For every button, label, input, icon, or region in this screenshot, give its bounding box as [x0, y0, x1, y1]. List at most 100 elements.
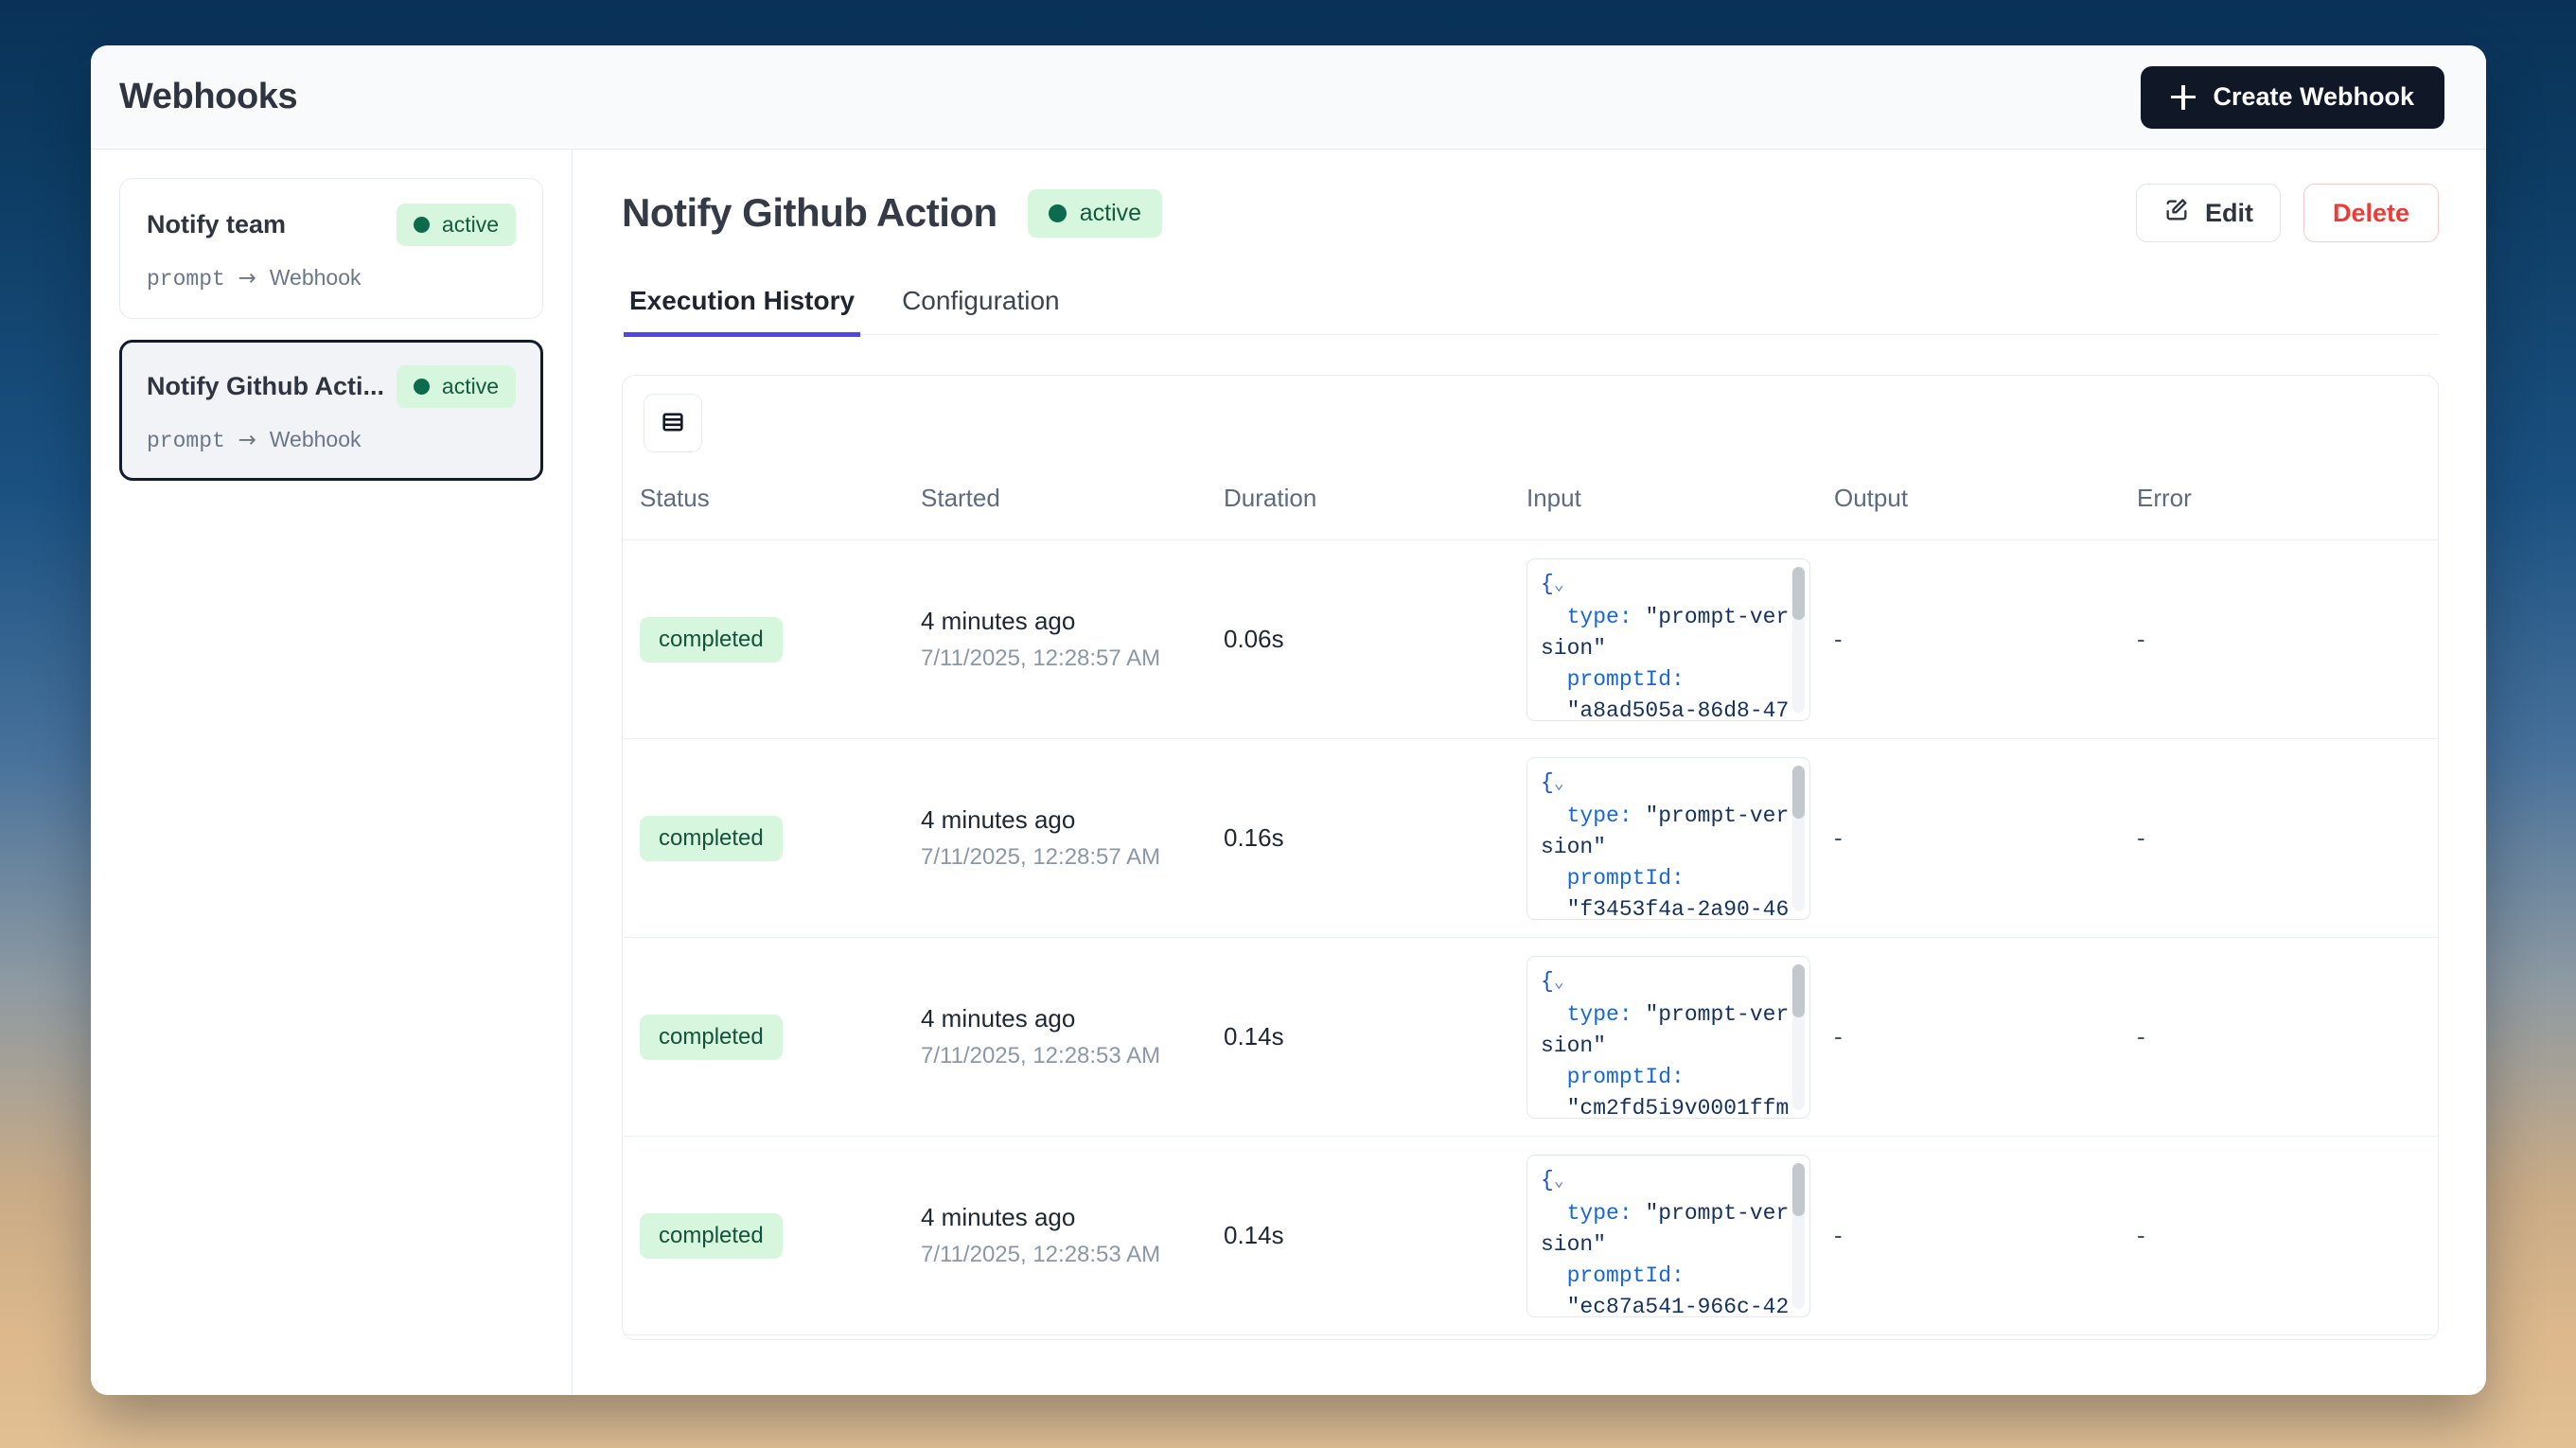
sidebar-item-label: Notify team [147, 210, 287, 238]
detail-title-row: Notify Github Action active [622, 188, 1163, 238]
json-value-promptid: "a8ad505a-86d8-47db-ade5 [1566, 698, 1790, 721]
status-badge: active [396, 365, 516, 408]
duration-value: 0.06s [1224, 625, 1284, 653]
json-key-promptid: promptId: [1566, 865, 1685, 891]
cell-duration: 0.14s [1224, 1136, 1526, 1335]
error-value: - [2137, 625, 2145, 653]
json-scrollbar-thumb[interactable] [1792, 566, 1805, 620]
json-scrollbar-thumb[interactable] [1792, 963, 1805, 1017]
json-scrollbar[interactable] [1792, 765, 1805, 911]
json-scrollbar[interactable] [1792, 1162, 1805, 1309]
tab-configuration[interactable]: Configuration [896, 286, 1066, 337]
top-bar: Webhooks Create Webhook [91, 45, 2486, 150]
chevron-down-icon[interactable]: ⌄ [1553, 1172, 1564, 1192]
chevron-down-icon[interactable]: ⌄ [1553, 575, 1564, 595]
sidebar-item-label: Notify Github Acti... [147, 372, 384, 400]
column-header-status[interactable]: Status [623, 470, 921, 540]
detail-actions: Edit Delete [2135, 184, 2439, 242]
create-webhook-button[interactable]: Create Webhook [2141, 65, 2444, 129]
edit-button[interactable]: Edit [2135, 184, 2281, 242]
cell-started: 4 minutes ago 7/11/2025, 12:28:53 AM [921, 1136, 1224, 1335]
json-key-promptid: promptId: [1566, 1064, 1685, 1089]
json-open-brace: { [1541, 968, 1554, 994]
table-view-toggle-button[interactable] [644, 394, 702, 452]
detail-panel: Notify Github Action active [573, 150, 2486, 1395]
flow-source: prompt [147, 429, 225, 453]
started-absolute: 7/11/2025, 12:28:53 AM [921, 1043, 1161, 1068]
cell-duration: 0.16s [1224, 738, 1526, 938]
cell-status: completed [623, 937, 921, 1137]
app-window: Webhooks Create Webhook Notify team acti… [91, 45, 2486, 1395]
cell-output: - [1834, 1136, 2137, 1335]
json-key-type: type: [1566, 803, 1632, 828]
cell-input: {⌄ type: "prompt-version" promptId: "f34… [1526, 738, 1834, 938]
error-value: - [2137, 1221, 2145, 1249]
column-header-error[interactable]: Error [2137, 470, 2438, 540]
json-scrollbar-thumb[interactable] [1792, 1162, 1805, 1216]
table-row[interactable]: completed 4 minutes ago 7/11/2025, 12:28… [623, 1136, 2438, 1335]
cell-started: 4 minutes ago 7/11/2025, 12:28:53 AM [921, 937, 1224, 1137]
table-row[interactable]: completed 4 minutes ago 7/11/2025, 12:28… [623, 738, 2438, 938]
json-content: {⌄ type: "prompt-version" promptId: "cm2… [1541, 966, 1796, 1119]
page-title: Webhooks [119, 77, 298, 116]
output-value: - [1834, 1221, 1843, 1249]
cell-started: 4 minutes ago 7/11/2025, 12:28:57 AM [921, 539, 1224, 739]
json-value-type: "prompt-version" [1541, 604, 1790, 661]
error-value: - [2137, 823, 2145, 852]
started-absolute: 7/11/2025, 12:28:57 AM [921, 844, 1161, 870]
sidebar-item-notify-github-action[interactable]: Notify Github Acti... active prompt → We… [119, 340, 543, 481]
json-value-promptid: "cm2fd5i9v0001ffmdiu7oiq6" [1566, 1095, 1790, 1119]
flow-source: prompt [147, 267, 225, 291]
cell-output: - [1834, 539, 2137, 739]
cell-error: - [2137, 937, 2438, 1137]
json-scrollbar[interactable] [1792, 963, 1805, 1110]
cell-error: - [2137, 1136, 2438, 1335]
plus-icon [2171, 84, 2197, 110]
json-value-type: "prompt-version" [1541, 1001, 1790, 1058]
status-badge-label: active [441, 374, 499, 398]
json-scrollbar[interactable] [1792, 566, 1805, 713]
cell-input: {⌄ type: "prompt-version" promptId: "cm2… [1526, 937, 1834, 1137]
table-row[interactable]: completed 4 minutes ago 7/11/2025, 12:28… [623, 539, 2438, 739]
json-content: {⌄ type: "prompt-version" promptId: "a8a… [1541, 569, 1796, 721]
column-header-output[interactable]: Output [1834, 470, 2137, 540]
sidebar-item-header: Notify Github Acti... active [147, 365, 516, 408]
status-badge: active [396, 203, 516, 246]
cell-error: - [2137, 738, 2438, 938]
detail-status-label: active [1079, 199, 1142, 226]
create-webhook-label: Create Webhook [2213, 82, 2414, 111]
status-badge-label: active [441, 212, 499, 237]
table-head: Status Started Duration Input Output Err… [623, 470, 2438, 540]
column-header-duration[interactable]: Duration [1224, 470, 1526, 540]
json-viewer[interactable]: {⌄ type: "prompt-version" promptId: "a8a… [1526, 557, 1810, 721]
column-header-input[interactable]: Input [1526, 470, 1834, 540]
cell-duration: 0.06s [1224, 539, 1526, 739]
delete-button[interactable]: Delete [2303, 184, 2439, 242]
output-value: - [1834, 823, 1843, 852]
tab-execution-history[interactable]: Execution History [624, 286, 861, 337]
output-value: - [1834, 625, 1843, 653]
json-viewer[interactable]: {⌄ type: "prompt-version" promptId: "cm2… [1526, 955, 1810, 1119]
json-key-type: type: [1566, 1200, 1632, 1226]
column-header-started[interactable]: Started [921, 470, 1224, 540]
body-split: Notify team active prompt → Webhook Noti… [91, 150, 2486, 1395]
json-key-promptid: promptId: [1566, 666, 1685, 692]
execution-history-table: Status Started Duration Input Output Err… [623, 470, 2438, 1335]
cell-output: - [1834, 738, 2137, 938]
status-dot-icon [413, 217, 430, 233]
chevron-down-icon[interactable]: ⌄ [1553, 774, 1564, 794]
status-dot-icon [413, 379, 430, 395]
status-badge: completed [640, 616, 783, 662]
table-toolbar [623, 376, 2438, 470]
started-relative: 4 minutes ago [921, 1004, 1076, 1033]
flow-destination: Webhook [269, 427, 362, 451]
execution-history-panel: Status Started Duration Input Output Err… [622, 375, 2439, 1340]
chevron-down-icon[interactable]: ⌄ [1553, 973, 1564, 993]
json-viewer[interactable]: {⌄ type: "prompt-version" promptId: "ec8… [1526, 1154, 1810, 1317]
table-body: completed 4 minutes ago 7/11/2025, 12:28… [623, 539, 2438, 1335]
table-row[interactable]: completed 4 minutes ago 7/11/2025, 12:28… [623, 937, 2438, 1137]
sidebar-item-notify-team[interactable]: Notify team active prompt → Webhook [119, 178, 543, 319]
json-scrollbar-thumb[interactable] [1792, 765, 1805, 819]
json-viewer[interactable]: {⌄ type: "prompt-version" promptId: "f34… [1526, 756, 1810, 920]
json-value-type: "prompt-version" [1541, 803, 1790, 859]
